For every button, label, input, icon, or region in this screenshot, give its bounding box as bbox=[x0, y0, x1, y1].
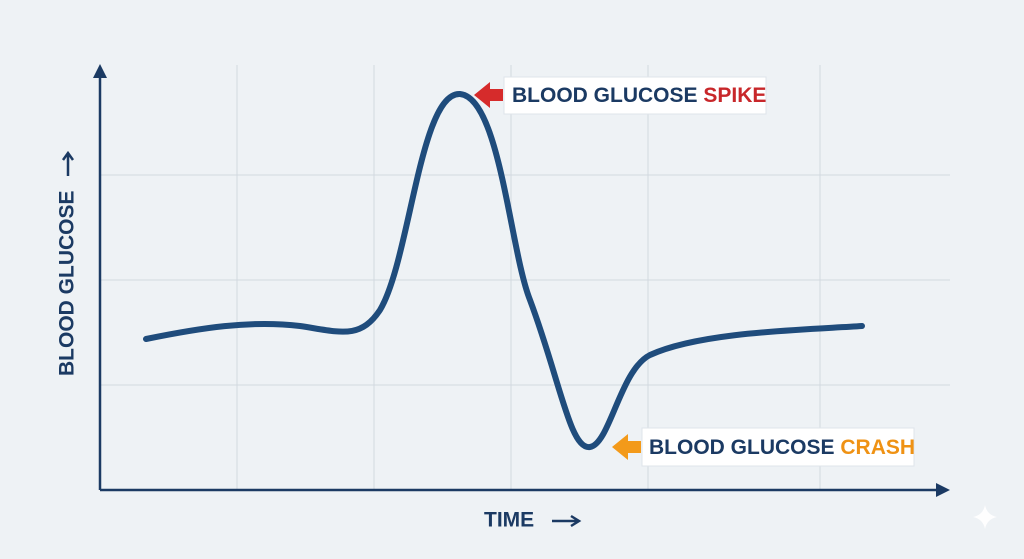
glucose-curve bbox=[143, 90, 865, 450]
callout-text: BLOOD GLUCOSE CRASH bbox=[649, 436, 915, 459]
callout-emphasis: SPIKE bbox=[703, 84, 766, 107]
x-label-arrow bbox=[552, 514, 582, 528]
sparkle-icon bbox=[973, 505, 997, 529]
callout-label: BLOOD GLUCOSE bbox=[512, 84, 698, 107]
spike-callout: BLOOD GLUCOSE SPIKE bbox=[474, 76, 767, 115]
callout-box bbox=[503, 76, 767, 115]
callout-arrow bbox=[612, 434, 641, 460]
y-axis-label: BLOOD GLUCOSE bbox=[56, 190, 79, 376]
y-label-arrow bbox=[61, 150, 75, 176]
callout-arrow bbox=[474, 82, 503, 108]
y-axis-arrow bbox=[93, 64, 107, 78]
y-label-group: BLOOD GLUCOSE bbox=[56, 150, 79, 376]
crash-callout: BLOOD GLUCOSE CRASH bbox=[612, 427, 915, 467]
axes bbox=[93, 64, 950, 497]
callout-emphasis: CRASH bbox=[840, 436, 915, 459]
x-axis-arrow bbox=[936, 483, 950, 497]
callout-box bbox=[641, 427, 915, 467]
x-axis-label: TIME bbox=[484, 509, 534, 532]
grid bbox=[100, 65, 950, 490]
callout-label: BLOOD GLUCOSE bbox=[649, 436, 835, 459]
callout-text: BLOOD GLUCOSE SPIKE bbox=[512, 84, 766, 107]
